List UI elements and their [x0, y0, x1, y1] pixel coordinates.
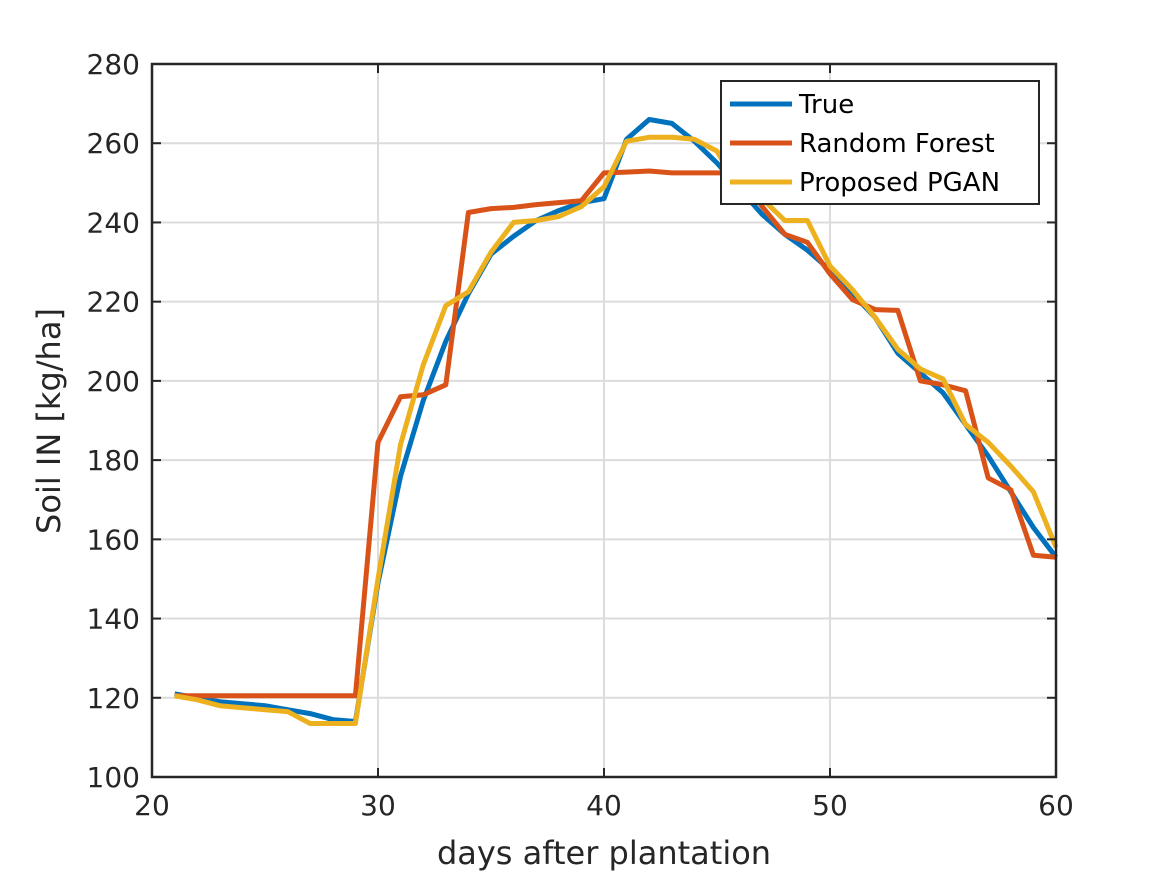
axis-ticks: 20 30 40 50 60 100 120 140 160 180 200 220 240 260 280 — [87, 48, 1074, 822]
y-tick-label: 160 — [87, 523, 140, 556]
y-tick-label: 260 — [87, 127, 140, 160]
legend-label: True — [798, 90, 854, 120]
y-tick-label: 200 — [87, 365, 140, 398]
y-tick-label: 180 — [87, 444, 140, 477]
x-tick-label: 40 — [586, 789, 622, 822]
x-tick-label: 20 — [134, 789, 170, 822]
x-tick-label: 30 — [360, 789, 396, 822]
plot-series — [174, 117, 1059, 726]
legend: True Random Forest Proposed PGAN — [720, 80, 1040, 205]
series-line-proposed-pgan — [174, 134, 1059, 726]
y-tick-label: 120 — [87, 682, 140, 715]
x-tick-label: 50 — [812, 789, 848, 822]
x-tick-label: 60 — [1038, 789, 1074, 822]
y-tick-label: 240 — [87, 206, 140, 239]
x-axis-label: days after plantation — [437, 834, 771, 872]
legend-label: Random Forest — [799, 129, 995, 159]
y-tick-label: 140 — [87, 603, 140, 636]
legend-label: Proposed PGAN — [799, 168, 1000, 198]
y-tick-label: 100 — [87, 761, 140, 794]
series-line-random-forest — [174, 168, 1057, 699]
y-tick-label: 280 — [87, 48, 140, 81]
y-tick-label: 220 — [87, 286, 140, 319]
y-axis-label: Soil IN [kg/ha] — [30, 308, 68, 534]
